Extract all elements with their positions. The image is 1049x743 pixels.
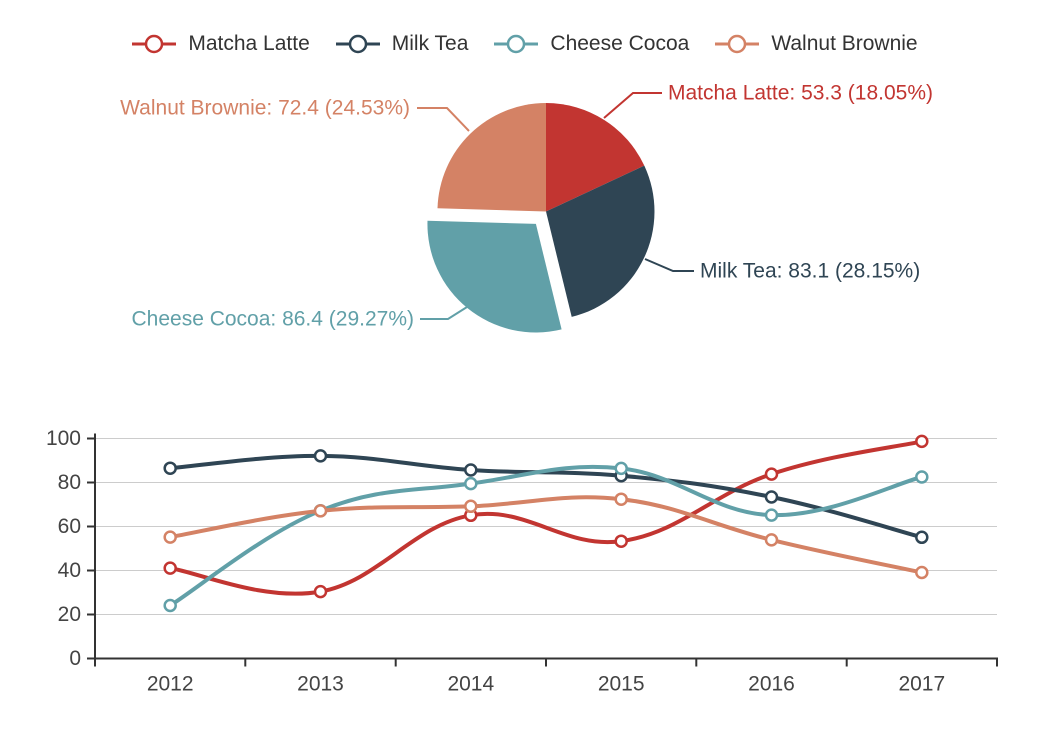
data-point-cheese-cocoa-2014[interactable] bbox=[464, 476, 478, 491]
legend-item-cheese-cocoa[interactable]: Cheese Cocoa bbox=[493, 32, 689, 56]
legend: Matcha Latte Milk Tea Cheese Cocoa Walnu… bbox=[0, 32, 1049, 56]
pie-label-matcha-latte: Matcha Latte: 53.3 (18.05%) bbox=[668, 82, 933, 105]
line-chart-series bbox=[163, 434, 929, 613]
pie-labels: Matcha Latte: 53.3 (18.05%) Milk Tea: 83… bbox=[120, 82, 933, 331]
x-axis-tick-label: 2014 bbox=[447, 673, 494, 696]
legend-label-milk-tea: Milk Tea bbox=[391, 32, 469, 55]
data-point-milk-tea-2012[interactable] bbox=[163, 461, 177, 475]
line-chart-grid bbox=[95, 438, 997, 615]
data-point-matcha-latte-2013[interactable] bbox=[313, 584, 328, 599]
pie-slice-matcha-latte[interactable] bbox=[546, 103, 645, 212]
pie-leader-walnut-brownie bbox=[417, 107, 470, 132]
pie-leader-cheese-cocoa bbox=[420, 306, 468, 320]
data-point-walnut-brownie-2014[interactable] bbox=[464, 499, 478, 514]
y-axis-tick-label: 0 bbox=[69, 647, 81, 670]
line-series-milk-tea[interactable] bbox=[168, 453, 924, 540]
x-axis-tick-label: 2016 bbox=[748, 673, 795, 696]
data-point-cheese-cocoa-2012[interactable] bbox=[163, 598, 177, 613]
data-point-milk-tea-2014[interactable] bbox=[464, 463, 478, 477]
pie-slice-walnut-brownie[interactable] bbox=[437, 103, 547, 212]
line-series-walnut-brownie[interactable] bbox=[168, 495, 924, 575]
data-point-milk-tea-2016[interactable] bbox=[764, 490, 779, 504]
pie-label-milk-tea: Milk Tea: 83.1 (28.15%) bbox=[700, 260, 920, 283]
pie-leader-matcha-latte bbox=[603, 92, 662, 119]
y-axis-tick-label: 100 bbox=[46, 427, 81, 450]
pie-slice-milk-tea[interactable] bbox=[546, 165, 655, 317]
pie-label-walnut-brownie: Walnut Brownie: 72.4 (24.53%) bbox=[120, 97, 410, 120]
line-series-icon bbox=[132, 34, 177, 54]
pie-leader-milk-tea bbox=[644, 258, 694, 272]
data-point-walnut-brownie-2016[interactable] bbox=[764, 533, 779, 547]
data-point-milk-tea-2017[interactable] bbox=[915, 530, 929, 545]
y-axis-tick-label: 60 bbox=[58, 515, 81, 538]
pie-label-cheese-cocoa: Cheese Cocoa: 86.4 (29.27%) bbox=[131, 308, 414, 331]
line-series-icon bbox=[494, 34, 539, 54]
data-point-cheese-cocoa-2017[interactable] bbox=[915, 470, 929, 484]
data-point-matcha-latte-2015[interactable] bbox=[614, 534, 628, 548]
line-series-icon bbox=[335, 34, 380, 54]
x-axis-tick-label: 2015 bbox=[598, 673, 645, 696]
line-chart-axis-labels: 0 20 40 60 80 100 2012 2013 2014 2015 2016 2017 bbox=[46, 427, 945, 696]
y-axis-tick-label: 20 bbox=[58, 603, 81, 626]
legend-item-walnut-brownie[interactable]: Walnut Brownie bbox=[714, 32, 918, 56]
y-axis-tick-label: 80 bbox=[58, 471, 81, 494]
x-axis-tick-label: 2012 bbox=[147, 673, 194, 696]
legend-label-walnut-brownie: Walnut Brownie bbox=[771, 32, 918, 55]
line-series-cheese-cocoa[interactable] bbox=[168, 464, 924, 608]
data-point-cheese-cocoa-2016[interactable] bbox=[764, 508, 779, 522]
data-point-matcha-latte-2012[interactable] bbox=[163, 561, 177, 575]
data-point-cheese-cocoa-2015[interactable] bbox=[614, 461, 628, 476]
legend-item-matcha-latte[interactable]: Matcha Latte bbox=[131, 32, 310, 56]
pie-label-lines bbox=[417, 92, 694, 320]
data-point-walnut-brownie-2017[interactable] bbox=[915, 565, 929, 580]
data-point-matcha-latte-2016[interactable] bbox=[764, 467, 779, 481]
legend-label-cheese-cocoa: Cheese Cocoa bbox=[550, 32, 690, 55]
legend-label-matcha-latte: Matcha Latte bbox=[188, 32, 310, 55]
x-axis-tick-label: 2017 bbox=[898, 673, 945, 696]
legend-item-milk-tea[interactable]: Milk Tea bbox=[335, 32, 469, 56]
data-point-matcha-latte-2017[interactable] bbox=[915, 434, 929, 449]
x-axis-tick-label: 2013 bbox=[297, 673, 344, 696]
line-series-matcha-latte[interactable] bbox=[168, 439, 924, 596]
data-point-walnut-brownie-2013[interactable] bbox=[313, 504, 328, 518]
y-axis-tick-label: 40 bbox=[58, 559, 81, 582]
data-point-walnut-brownie-2015[interactable] bbox=[614, 492, 628, 506]
pie-chart bbox=[427, 103, 655, 333]
data-point-milk-tea-2013[interactable] bbox=[313, 449, 328, 463]
pie-slice-cheese-cocoa[interactable] bbox=[427, 220, 562, 333]
data-point-walnut-brownie-2012[interactable] bbox=[163, 530, 177, 544]
line-series-icon bbox=[715, 34, 760, 54]
line-chart-axes bbox=[87, 433, 998, 667]
